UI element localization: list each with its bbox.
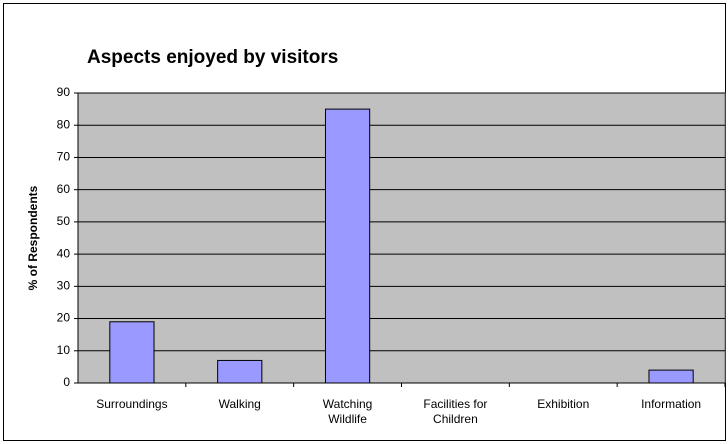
x-tick-label: Information	[641, 397, 702, 411]
x-tick-label: Walking	[218, 397, 261, 411]
bar	[324, 108, 371, 384]
y-tick-label: 80	[57, 117, 71, 131]
y-tick-label: 50	[57, 214, 71, 228]
bar	[648, 369, 694, 384]
x-tick-label: Watching Wildlife	[322, 397, 373, 426]
y-tick-label: 70	[57, 150, 71, 164]
x-tick-label: Exhibition	[537, 397, 590, 411]
y-tick-label: 20	[57, 311, 71, 325]
y-tick-label: 60	[57, 182, 71, 196]
y-tick-label: 30	[57, 279, 71, 293]
bar	[217, 359, 263, 384]
y-tick-label: 90	[57, 85, 71, 99]
y-tick-label: 10	[57, 343, 71, 357]
y-tick-label: 0	[63, 375, 70, 389]
bar	[109, 321, 155, 384]
x-tick-label: Surroundings	[96, 397, 168, 411]
y-tick-label: 40	[57, 246, 71, 260]
chart-title: Aspects enjoyed by visitors	[87, 47, 338, 68]
x-tick-label: Facilities for Children	[423, 397, 488, 426]
plot-area	[77, 92, 726, 384]
y-axis-title: % of Respondents	[26, 185, 40, 290]
